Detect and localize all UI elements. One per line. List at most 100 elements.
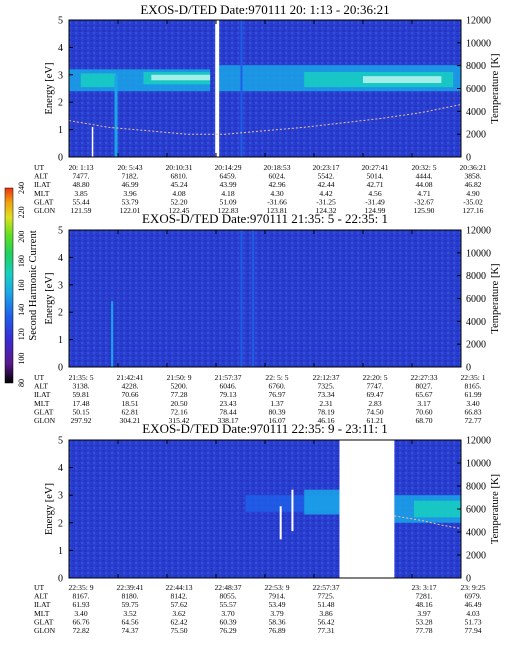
y2-tick-label: 6000 xyxy=(466,505,486,516)
table-cell: 5542. xyxy=(317,172,334,181)
table-cell: 44.08 xyxy=(415,180,432,189)
table-cell: 4.42 xyxy=(319,189,332,198)
heatmap-band xyxy=(413,500,461,518)
table-cell: 6810. xyxy=(170,172,187,181)
table-cell: 4.03 xyxy=(466,609,479,618)
y2-tick-label: 8000 xyxy=(466,271,486,282)
table-cell: 22:48:37 xyxy=(214,583,241,592)
table-cell: 76.29 xyxy=(219,626,236,635)
y-tick-label: 0 xyxy=(58,574,63,585)
table-cell: 18.51 xyxy=(121,399,138,408)
y-tick-label: 4 xyxy=(58,463,63,474)
table-cell: 3.86 xyxy=(319,609,332,618)
y-tick-label: 3 xyxy=(58,70,63,81)
table-cell: 5200. xyxy=(170,382,187,391)
table-cell: 21:42:41 xyxy=(116,373,143,382)
table-cell: 7725. xyxy=(317,592,334,601)
table-cell: 20:23:17 xyxy=(312,163,339,172)
y2-tick-label: 4000 xyxy=(466,528,486,539)
table-cell: 122.83 xyxy=(218,206,239,215)
table-cell: 124.32 xyxy=(316,206,337,215)
table-cell: 3138. xyxy=(72,382,89,391)
y2-tick-label: 10000 xyxy=(466,248,491,259)
y2-tick-label: 2000 xyxy=(466,551,486,562)
table-cell: 61.93 xyxy=(72,600,89,609)
table-cell: 8165. xyxy=(464,382,481,391)
table-cell: 46.49 xyxy=(464,600,481,609)
y2-tick-label: 0 xyxy=(466,574,471,585)
table-cell: 122.01 xyxy=(120,206,141,215)
table-row-label: ILAT xyxy=(34,180,51,189)
table-cell: 59.75 xyxy=(121,600,138,609)
colorbar-tick-label: 140 xyxy=(17,304,26,316)
table-cell: 8142. xyxy=(170,592,187,601)
table-cell: 21:50: 9 xyxy=(166,373,191,382)
table-cell: 20:32: 5 xyxy=(411,163,436,172)
table-cell: 20.50 xyxy=(170,399,187,408)
table-cell: 62.81 xyxy=(121,407,138,416)
table-cell: 20: 5:43 xyxy=(117,163,142,172)
table-cell: 315.42 xyxy=(169,416,190,425)
table-cell: -32.67 xyxy=(414,197,434,206)
chart-panel: EXOS-D/TED Date:970111 20: 1:13 - 20:36:… xyxy=(34,2,501,215)
y2-tick-label: 2000 xyxy=(466,340,486,351)
table-cell: 76.89 xyxy=(268,626,285,635)
y-tick-label: 3 xyxy=(58,491,63,502)
table-cell: 72.16 xyxy=(170,407,187,416)
table-cell: 56.42 xyxy=(317,617,334,626)
table-cell: 64.56 xyxy=(121,617,138,626)
y-tick-label: 5 xyxy=(58,16,63,27)
table-cell: 79.13 xyxy=(219,390,236,399)
table-cell: 52.20 xyxy=(170,197,187,206)
table-cell: 4.18 xyxy=(221,189,234,198)
table-cell: 74.50 xyxy=(366,407,383,416)
y2-axis-label: Temperature [K] xyxy=(490,53,501,123)
colorbar-tick-label: 200 xyxy=(17,231,26,243)
chart-title: EXOS-D/TED Date:970111 20: 1:13 - 20:36:… xyxy=(140,2,389,17)
colorbar-label: Second Harmonic Current xyxy=(28,230,39,340)
table-cell: 4.56 xyxy=(368,189,381,198)
table-cell: 42.96 xyxy=(268,180,285,189)
chart-title: EXOS-D/TED Date:970111 21:35: 5 - 22:35:… xyxy=(142,211,388,226)
table-cell: 43.99 xyxy=(219,180,236,189)
table-cell: 8180. xyxy=(121,592,138,601)
data-gap xyxy=(339,440,395,578)
y-axis-label: Energy [eV] xyxy=(44,273,55,325)
table-cell: 53.28 xyxy=(415,617,432,626)
table-cell: -31.49 xyxy=(365,197,385,206)
table-cell: 3.79 xyxy=(270,609,283,618)
y-tick-label: 4 xyxy=(58,253,63,264)
table-cell: 42.44 xyxy=(317,180,334,189)
table-cell: 23: 3:17 xyxy=(411,583,436,592)
y2-tick-label: 12000 xyxy=(466,436,491,447)
heatmap-band xyxy=(80,73,117,88)
table-cell: 4444. xyxy=(415,172,432,181)
table-cell: 6979. xyxy=(464,592,481,601)
table-row-label: GLON xyxy=(34,416,56,425)
temperature-trace xyxy=(68,104,462,135)
table-cell: 20:36:21 xyxy=(459,163,486,172)
y-tick-label: 5 xyxy=(58,226,63,237)
table-cell: 17.48 xyxy=(72,399,89,408)
y-tick-label: 1 xyxy=(58,335,63,346)
table-cell: 70.60 xyxy=(415,407,432,416)
table-row-label: GLAT xyxy=(34,617,54,626)
table-cell: 22:53: 9 xyxy=(264,583,289,592)
table-cell: 22:35: 9 xyxy=(68,583,93,592)
table-cell: 7747. xyxy=(366,382,383,391)
table-cell: 6024. xyxy=(268,172,285,181)
table-cell: 22: 5: 5 xyxy=(265,373,288,382)
table-cell: 21:35: 5 xyxy=(68,373,93,382)
table-row-label: UT xyxy=(34,163,44,172)
table-row-label: ALT xyxy=(34,382,48,391)
table-cell: 121.59 xyxy=(71,206,92,215)
y2-tick-label: 4000 xyxy=(466,317,486,328)
colorbar-tick-label: 220 xyxy=(17,206,26,218)
table-cell: 51.48 xyxy=(317,600,334,609)
y-tick-label: 3 xyxy=(58,280,63,291)
table-cell: 3.97 xyxy=(417,609,430,618)
colorbar-tick-label: 240 xyxy=(17,182,26,194)
table-row-label: GLAT xyxy=(34,407,54,416)
y2-tick-label: 0 xyxy=(466,153,471,164)
table-cell: 77.94 xyxy=(464,626,481,635)
